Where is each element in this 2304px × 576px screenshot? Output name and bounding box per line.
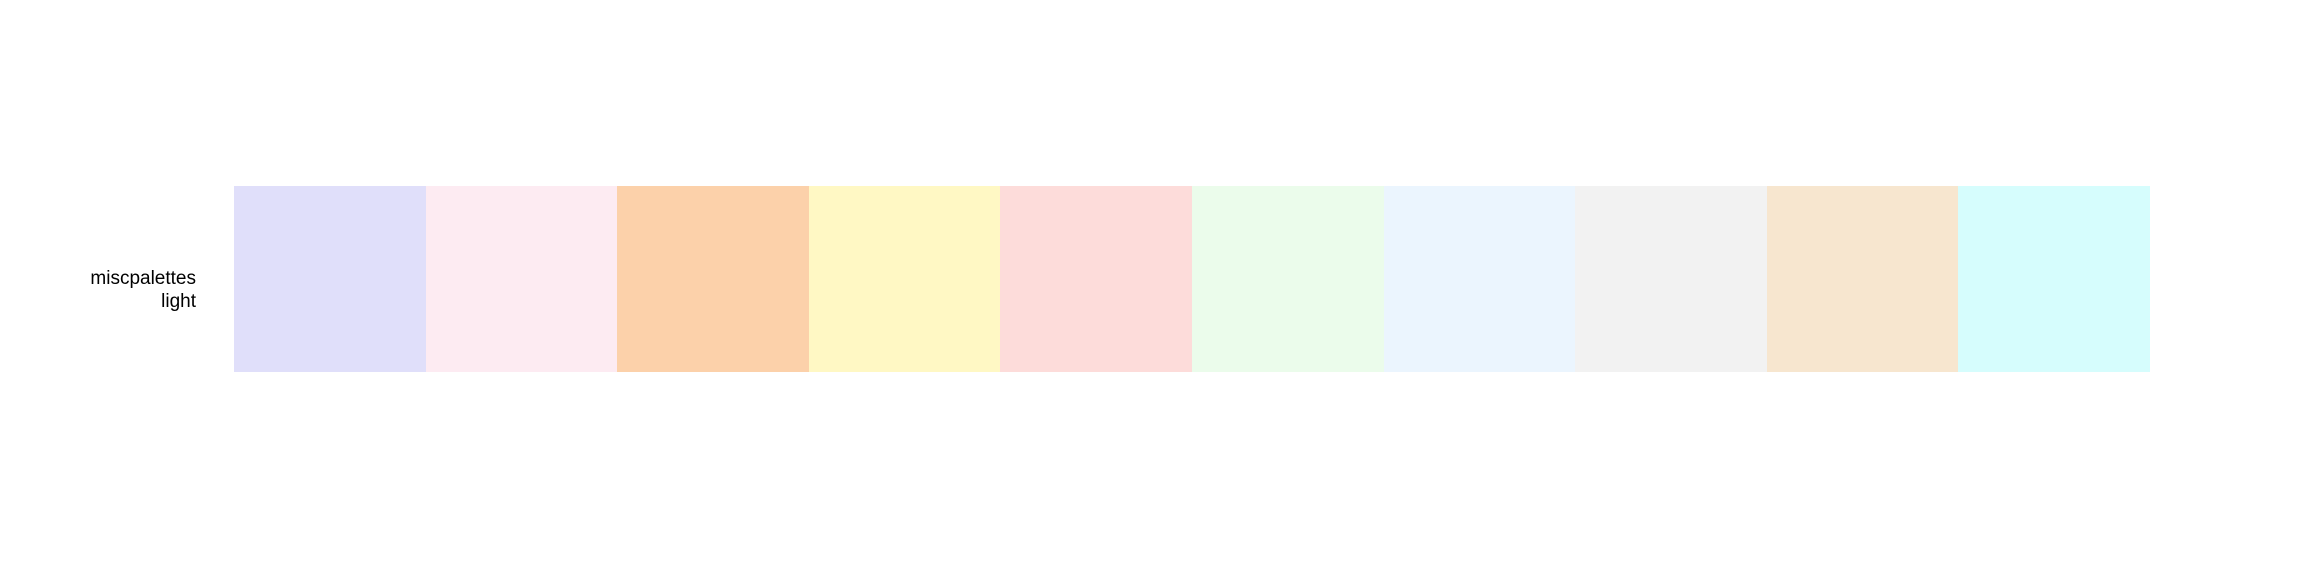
- palette-name-line-1: miscpalettes: [90, 268, 196, 289]
- color-swatch-3: [617, 186, 809, 372]
- palette-name-label: miscpalettes light: [90, 267, 196, 313]
- color-swatch-7: [1383, 186, 1576, 372]
- color-swatch-2: [425, 186, 618, 372]
- swatch-strip: [234, 186, 2150, 372]
- color-swatch-10: [1958, 186, 2150, 372]
- color-swatch-6: [1191, 186, 1384, 372]
- color-swatch-4: [808, 186, 1001, 372]
- color-swatch-8: [1575, 186, 1767, 372]
- color-swatch-9: [1766, 186, 1959, 372]
- color-swatch-5: [1000, 186, 1192, 372]
- color-swatch-1: [234, 186, 426, 372]
- palette-name-line-2: light: [161, 291, 196, 312]
